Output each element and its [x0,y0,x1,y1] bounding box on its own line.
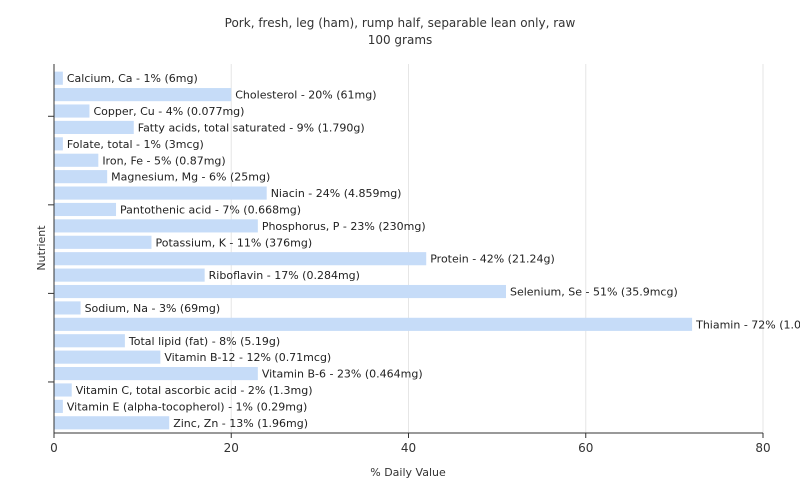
bar-label: Pantothenic acid - 7% (0.668mg) [120,203,301,216]
bar [54,235,152,249]
bar-label: Fatty acids, total saturated - 9% (1.790… [138,121,365,134]
bar-label: Copper, Cu - 4% (0.077mg) [93,105,244,118]
x-tick-label: 80 [755,441,770,455]
bar [54,416,170,430]
y-axis-label: Nutrient [35,225,48,271]
bar-label: Protein - 42% (21.24g) [430,253,555,266]
bar-label: Vitamin C, total ascorbic acid - 2% (1.3… [76,384,313,397]
bar-label: Cholesterol - 20% (61mg) [235,89,376,102]
bar-label: Thiamin - 72% (1.073mg) [695,318,800,331]
bar [54,284,506,299]
bar [54,367,258,381]
bar-label: Selenium, Se - 51% (35.9mcg) [510,286,678,299]
bar [54,399,63,413]
x-tick-label: 60 [578,441,593,455]
bar [54,104,90,118]
x-tick-label: 20 [224,441,239,455]
bar [54,219,258,233]
bar-label: Zinc, Zn - 13% (1.96mg) [173,417,308,430]
bar-label: Folate, total - 1% (3mcg) [67,138,204,151]
bar [54,383,72,397]
bar-label: Iron, Fe - 5% (0.87mg) [102,154,225,167]
bars: Calcium, Ca - 1% (6mg) Cholesterol - 20% … [54,71,800,430]
x-axis-label: % Daily Value [370,466,446,479]
bar-label: Niacin - 24% (4.859mg) [271,187,402,200]
x-tick-label: 0 [50,441,58,455]
chart-subtitle: 100 grams [368,33,433,47]
bar-label: Phosphorus, P - 23% (230mg) [262,220,426,233]
bar-label: Potassium, K - 11% (376mg) [155,236,312,249]
bar-label: Total lipid (fat) - 8% (5.19g) [128,335,280,348]
bar [54,120,134,134]
bar [54,350,161,364]
bar [54,153,99,167]
bar-label: Magnesium, Mg - 6% (25mg) [111,171,270,184]
x-tick-label: 40 [401,441,416,455]
bar [54,88,232,102]
bar [54,137,63,151]
bar [54,317,693,331]
bar [54,202,117,217]
chart-title: Pork, fresh, leg (ham), rump half, separ… [225,16,576,30]
bar-label: Vitamin B-6 - 23% (0.464mg) [262,368,423,381]
bar-label: Vitamin B-12 - 12% (0.71mcg) [164,351,331,364]
bar-label: Vitamin E (alpha-tocopherol) - 1% (0.29m… [67,400,307,413]
bar [54,268,205,282]
bar [54,301,81,315]
bar [54,186,267,200]
bar-label: Sodium, Na - 3% (69mg) [85,302,221,315]
bar-label: Riboflavin - 17% (0.284mg) [209,269,360,282]
bar [54,252,427,266]
bar [54,334,125,348]
bar-label: Calcium, Ca - 1% (6mg) [67,72,198,85]
bar [54,71,63,85]
bar [54,170,108,184]
x-tick-labels: 0 20 40 60 80 [50,433,771,455]
